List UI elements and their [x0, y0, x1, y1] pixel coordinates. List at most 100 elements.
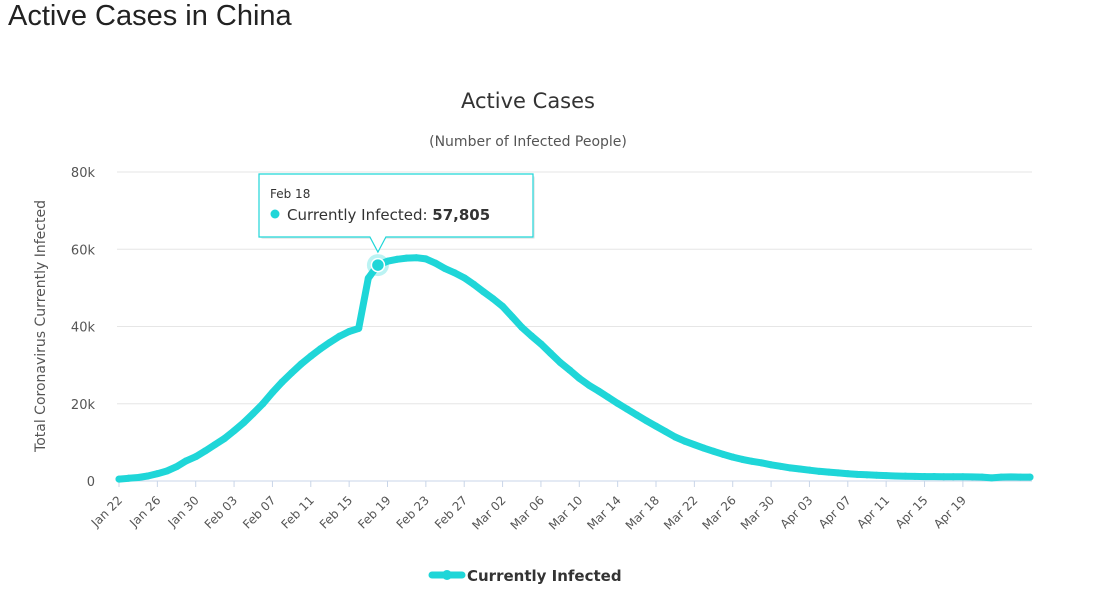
data-point[interactable] — [326, 338, 334, 346]
data-point[interactable] — [278, 378, 286, 386]
data-point[interactable] — [700, 444, 708, 452]
data-point[interactable] — [163, 467, 171, 475]
data-point[interactable] — [499, 302, 507, 310]
data-point[interactable] — [470, 280, 478, 288]
data-point[interactable] — [144, 472, 152, 480]
data-point[interactable] — [556, 358, 564, 366]
data-point[interactable] — [115, 475, 123, 483]
data-point[interactable] — [729, 453, 737, 461]
data-point[interactable] — [930, 473, 938, 481]
data-point[interactable] — [431, 259, 439, 267]
data-point[interactable] — [815, 467, 823, 475]
data-point[interactable] — [1007, 473, 1015, 481]
data-point[interactable] — [757, 459, 765, 467]
data-point[interactable] — [921, 473, 929, 481]
data-point[interactable] — [153, 470, 161, 478]
data-point[interactable] — [134, 474, 142, 482]
data-point[interactable] — [805, 466, 813, 474]
data-point[interactable] — [748, 457, 756, 465]
data-point[interactable] — [767, 461, 775, 469]
data-point[interactable] — [997, 473, 1005, 481]
data-point[interactable] — [460, 274, 468, 282]
data-point[interactable] — [1016, 473, 1024, 481]
data-point[interactable] — [508, 313, 516, 321]
data-point[interactable] — [201, 447, 209, 455]
data-point[interactable] — [681, 437, 689, 445]
data-point[interactable] — [853, 470, 861, 478]
data-point[interactable] — [345, 328, 353, 336]
x-tick-label: Mar 14 — [584, 493, 623, 532]
data-point[interactable] — [527, 332, 535, 340]
data-point[interactable] — [441, 265, 449, 273]
data-point[interactable] — [220, 435, 228, 443]
data-point[interactable] — [393, 255, 401, 263]
data-point[interactable] — [268, 389, 276, 397]
data-point[interactable] — [671, 433, 679, 441]
data-point[interactable] — [594, 387, 602, 395]
data-point[interactable] — [240, 419, 248, 427]
data-point[interactable] — [911, 472, 919, 480]
data-point[interactable] — [892, 472, 900, 480]
data-point[interactable] — [978, 473, 986, 481]
data-point[interactable] — [662, 428, 670, 436]
data-point[interactable] — [249, 409, 257, 417]
legend[interactable]: Currently Infected — [428, 567, 622, 585]
data-point[interactable] — [604, 393, 612, 401]
data-point[interactable] — [182, 457, 190, 465]
data-point[interactable] — [825, 468, 833, 476]
data-point[interactable] — [623, 405, 631, 413]
data-point[interactable] — [518, 323, 526, 331]
data-point[interactable] — [940, 473, 948, 481]
data-point[interactable] — [738, 455, 746, 463]
tooltip-value-line: Currently Infected: 57,805 — [287, 206, 490, 224]
data-point[interactable] — [652, 422, 660, 430]
data-point[interactable] — [873, 471, 881, 479]
data-point[interactable] — [297, 360, 305, 368]
data-point[interactable] — [882, 472, 890, 480]
data-point[interactable] — [259, 400, 267, 408]
data-point[interactable] — [489, 295, 497, 303]
series-line-currently-infected[interactable] — [115, 254, 1034, 483]
data-point[interactable] — [901, 472, 909, 480]
data-point[interactable] — [547, 349, 555, 357]
data-point[interactable] — [403, 254, 411, 262]
data-point[interactable] — [355, 324, 363, 332]
data-point[interactable] — [288, 369, 296, 377]
data-point[interactable] — [384, 257, 392, 265]
data-point[interactable] — [192, 453, 200, 461]
data-point[interactable] — [968, 473, 976, 481]
data-point[interactable] — [316, 345, 324, 353]
data-point[interactable] — [633, 411, 641, 419]
data-point[interactable] — [307, 352, 315, 360]
data-point[interactable] — [537, 340, 545, 348]
data-point[interactable] — [642, 417, 650, 425]
data-point[interactable] — [844, 470, 852, 478]
data-point[interactable] — [575, 374, 583, 382]
data-point[interactable] — [364, 274, 372, 282]
data-point[interactable] — [230, 427, 238, 435]
data-point[interactable] — [786, 464, 794, 472]
data-point[interactable] — [863, 471, 871, 479]
data-point[interactable] — [834, 469, 842, 477]
data-point[interactable] — [710, 447, 718, 455]
data-point[interactable] — [479, 288, 487, 296]
legend-label[interactable]: Currently Infected — [467, 567, 622, 585]
data-point[interactable] — [211, 441, 219, 449]
data-point[interactable] — [690, 441, 698, 449]
data-point[interactable] — [412, 254, 420, 262]
data-point[interactable] — [959, 473, 967, 481]
data-point[interactable] — [422, 255, 430, 263]
data-point[interactable] — [451, 269, 459, 277]
data-point[interactable] — [1026, 473, 1034, 481]
data-point[interactable] — [614, 399, 622, 407]
data-point[interactable] — [949, 473, 957, 481]
data-point[interactable] — [566, 366, 574, 374]
data-point[interactable] — [719, 450, 727, 458]
data-point[interactable] — [336, 332, 344, 340]
data-point[interactable] — [585, 381, 593, 389]
data-point[interactable] — [988, 474, 996, 482]
data-point[interactable] — [796, 465, 804, 473]
data-point[interactable] — [777, 462, 785, 470]
data-point[interactable] — [173, 463, 181, 471]
data-point[interactable] — [125, 474, 133, 482]
